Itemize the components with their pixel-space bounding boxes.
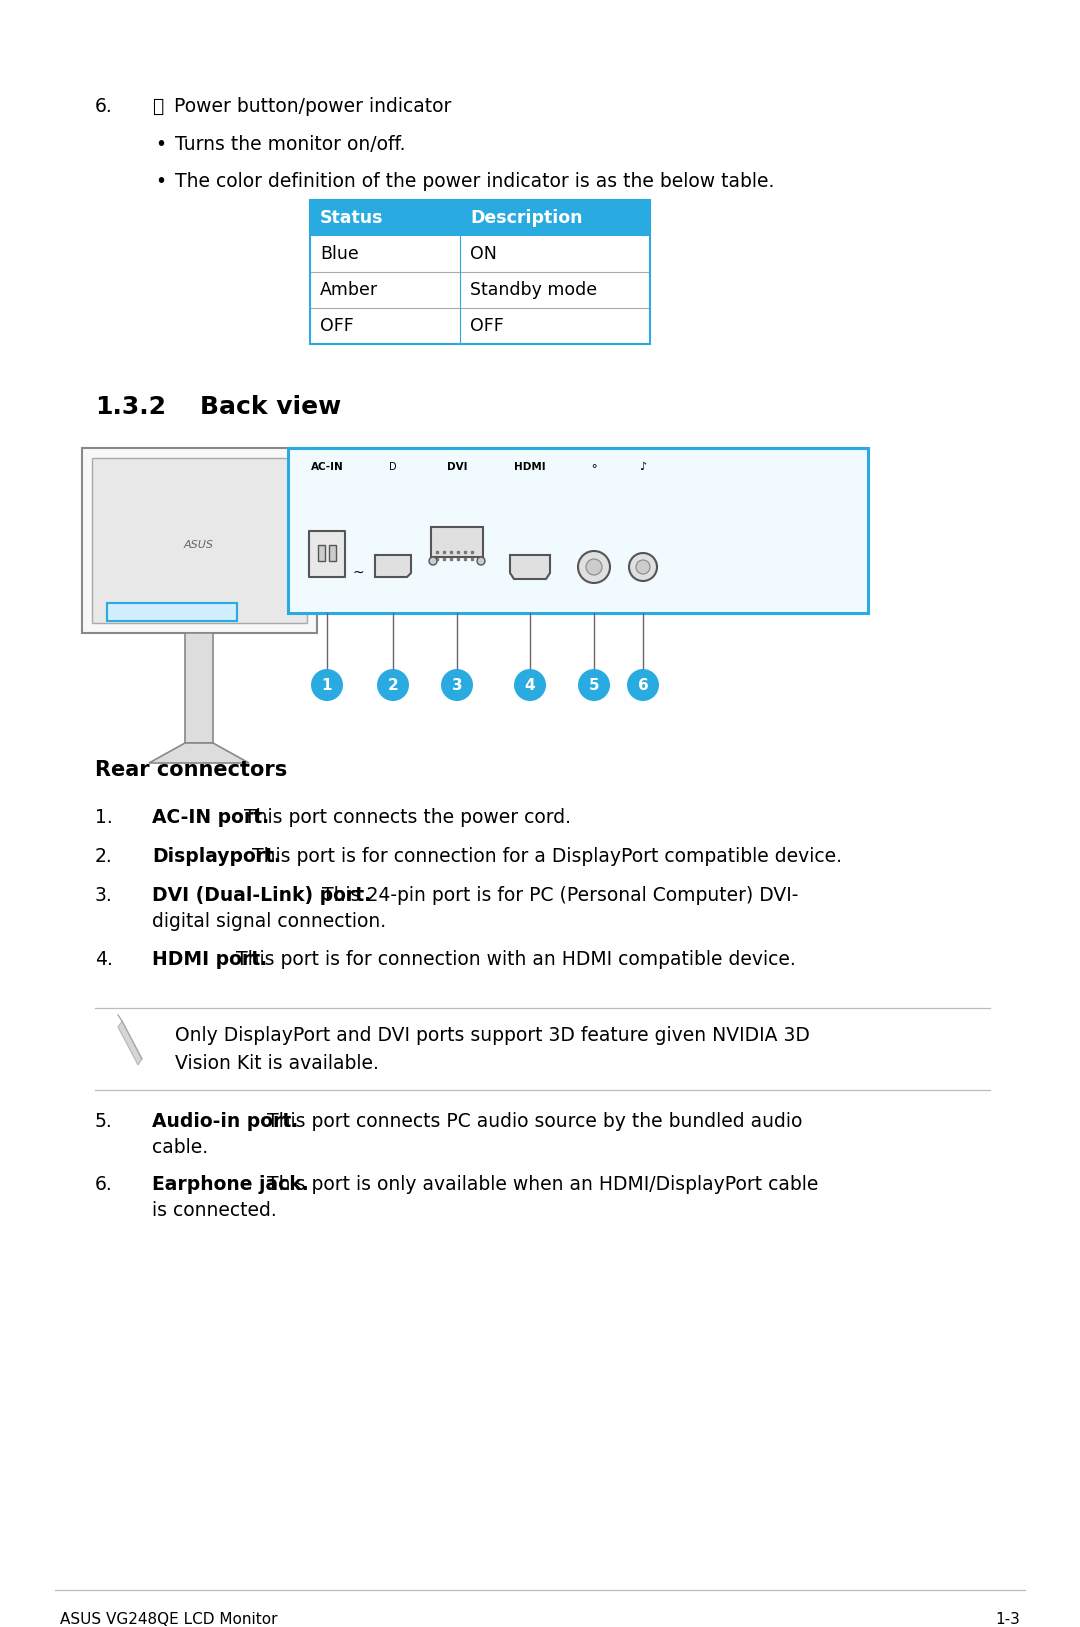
Text: AC-IN: AC-IN	[311, 462, 343, 472]
Text: 1.3.2: 1.3.2	[95, 395, 166, 420]
Text: Vision Kit is available.: Vision Kit is available.	[175, 1054, 379, 1072]
Text: This port is for connection for a DisplayPort compatible device.: This port is for connection for a Displa…	[245, 848, 841, 866]
Circle shape	[578, 552, 610, 582]
Text: This port connects the power cord.: This port connects the power cord.	[238, 809, 571, 827]
Text: ASUS VG248QE LCD Monitor: ASUS VG248QE LCD Monitor	[60, 1612, 278, 1627]
Text: OFF: OFF	[320, 317, 354, 335]
Text: Earphone jack.: Earphone jack.	[152, 1175, 309, 1194]
Circle shape	[441, 669, 473, 701]
Text: 1.: 1.	[95, 809, 112, 827]
Text: AC-IN port.: AC-IN port.	[152, 809, 269, 827]
Text: This port connects PC audio source by the bundled audio: This port connects PC audio source by th…	[261, 1111, 802, 1131]
Text: ♪: ♪	[639, 462, 647, 472]
Text: The color definition of the power indicator is as the below table.: The color definition of the power indica…	[175, 172, 774, 190]
Text: This port is only available when an HDMI/DisplayPort cable: This port is only available when an HDMI…	[261, 1175, 819, 1194]
Text: ~: ~	[353, 566, 365, 579]
Text: Power button/power indicator: Power button/power indicator	[174, 98, 451, 116]
Text: 1-3: 1-3	[995, 1612, 1020, 1627]
Text: •: •	[156, 172, 166, 190]
Text: 3: 3	[451, 677, 462, 693]
Circle shape	[514, 669, 546, 701]
Bar	[107, 604, 237, 622]
Text: Only DisplayPort and DVI ports support 3D feature given NVIDIA 3D: Only DisplayPort and DVI ports support 3…	[175, 1027, 810, 1045]
Text: 5.: 5.	[95, 1111, 112, 1131]
Text: Audio-in port.: Audio-in port.	[152, 1111, 298, 1131]
Bar	[310, 200, 650, 343]
Bar	[329, 545, 336, 561]
Text: 2: 2	[388, 677, 399, 693]
Text: Status: Status	[320, 208, 383, 228]
Text: This 24-pin port is for PC (Personal Computer) DVI-: This 24-pin port is for PC (Personal Com…	[315, 887, 798, 905]
Bar	[288, 447, 868, 613]
Text: ASUS: ASUS	[184, 540, 214, 550]
Text: 5: 5	[589, 677, 599, 693]
Circle shape	[636, 560, 650, 574]
Text: Turns the monitor on/off.: Turns the monitor on/off.	[175, 135, 405, 155]
Text: 1: 1	[322, 677, 333, 693]
Text: 2.: 2.	[95, 848, 112, 866]
Text: Description: Description	[470, 208, 582, 228]
Text: 6: 6	[637, 677, 648, 693]
Text: HDMI port.: HDMI port.	[152, 950, 267, 970]
Text: This port is for connection with an HDMI compatible device.: This port is for connection with an HDMI…	[230, 950, 796, 970]
Text: 6.: 6.	[95, 1175, 112, 1194]
Circle shape	[377, 669, 409, 701]
Bar	[92, 457, 307, 623]
Text: Rear connectors: Rear connectors	[95, 760, 287, 779]
Text: DVI (Dual-Link) port.: DVI (Dual-Link) port.	[152, 887, 372, 905]
Text: Displayport.: Displayport.	[152, 848, 281, 866]
Bar	[431, 527, 483, 556]
Text: is connected.: is connected.	[152, 1201, 276, 1220]
Text: digital signal connection.: digital signal connection.	[152, 913, 387, 931]
Text: 3.: 3.	[95, 887, 112, 905]
Text: OFF: OFF	[470, 317, 503, 335]
Circle shape	[629, 553, 657, 581]
Text: Amber: Amber	[320, 281, 378, 299]
Circle shape	[627, 669, 659, 701]
Bar	[310, 308, 650, 343]
Text: DVI: DVI	[447, 462, 468, 472]
Bar	[310, 200, 650, 236]
Polygon shape	[149, 744, 249, 763]
Bar	[310, 272, 650, 308]
Circle shape	[578, 669, 610, 701]
Text: Standby mode: Standby mode	[470, 281, 597, 299]
Text: Back view: Back view	[200, 395, 341, 420]
Polygon shape	[237, 563, 288, 617]
Bar	[309, 530, 345, 578]
Circle shape	[311, 669, 343, 701]
Bar	[318, 545, 325, 561]
Text: HDMI: HDMI	[514, 462, 545, 472]
Text: D: D	[389, 462, 396, 472]
Text: ON: ON	[470, 246, 497, 264]
Circle shape	[429, 556, 437, 565]
Polygon shape	[118, 1022, 141, 1066]
Text: 6.: 6.	[95, 98, 112, 116]
Bar	[185, 633, 213, 744]
Text: 4.: 4.	[95, 950, 113, 970]
Text: cable.: cable.	[152, 1137, 208, 1157]
Polygon shape	[375, 555, 411, 578]
Bar	[82, 447, 318, 633]
Text: Blue: Blue	[320, 246, 359, 264]
Bar	[310, 236, 650, 272]
Text: 4: 4	[525, 677, 536, 693]
Text: ⏻: ⏻	[152, 98, 163, 116]
Polygon shape	[510, 555, 550, 579]
Text: ⚬: ⚬	[590, 462, 598, 472]
Circle shape	[586, 560, 602, 574]
Text: •: •	[156, 135, 166, 155]
Circle shape	[477, 556, 485, 565]
